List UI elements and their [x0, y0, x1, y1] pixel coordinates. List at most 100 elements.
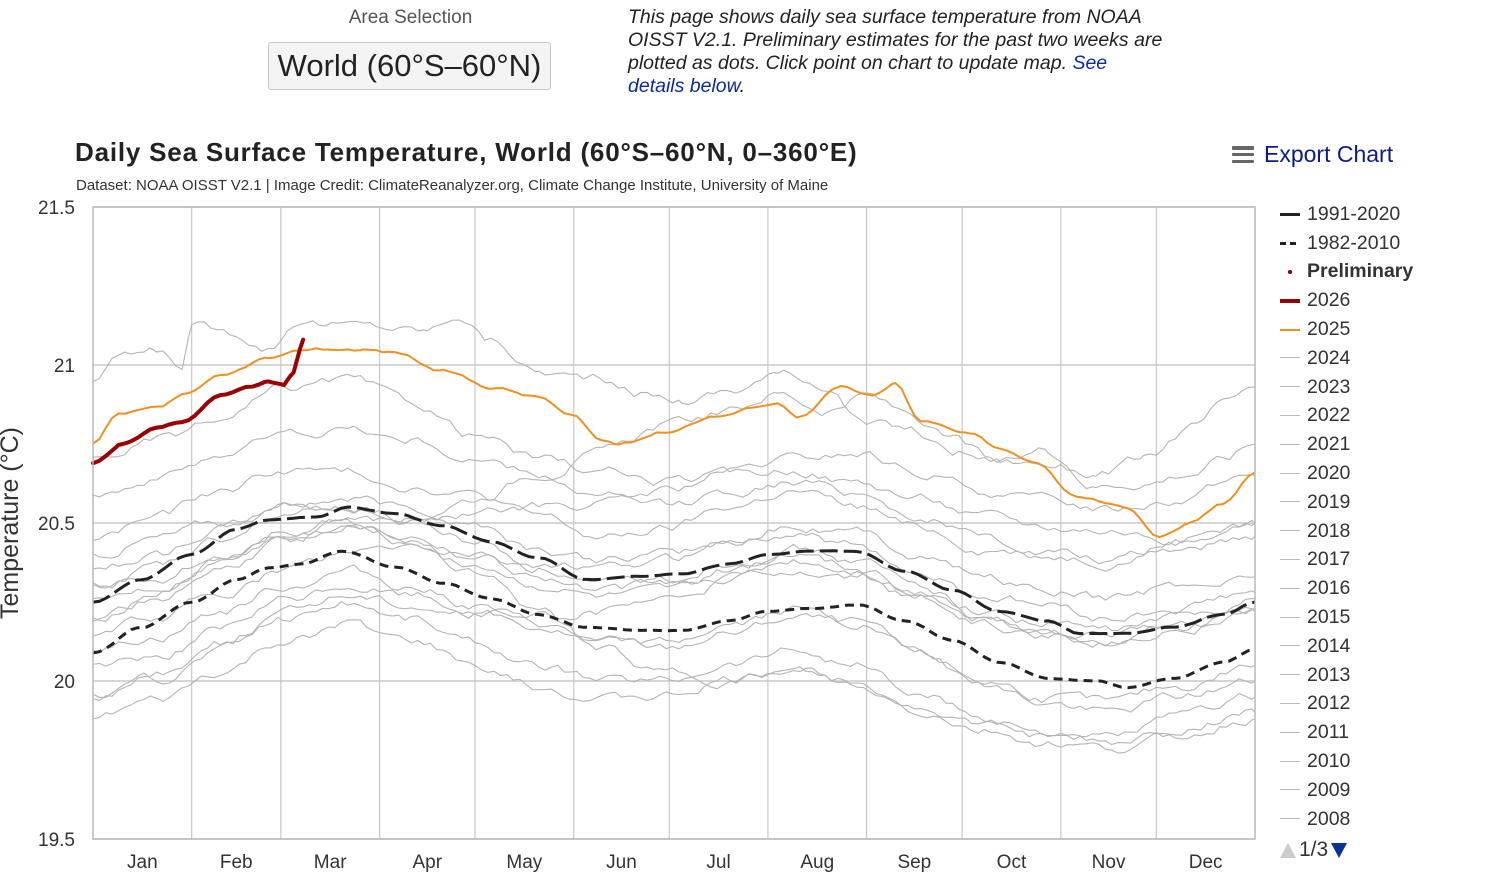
series-line-2008[interactable]	[92, 619, 1256, 746]
legend-label: 2024	[1307, 346, 1351, 369]
legend-item-2011[interactable]: 2011	[1280, 718, 1413, 747]
series-line-1982-2010[interactable]	[92, 549, 1256, 690]
legend-item-preliminary[interactable]: Preliminary	[1280, 258, 1413, 287]
legend-prev-icon[interactable]	[1280, 842, 1296, 858]
legend-label: 2025	[1307, 318, 1351, 341]
export-chart-button[interactable]: Export Chart	[1232, 141, 1393, 168]
legend-item-2016[interactable]: 2016	[1280, 574, 1413, 603]
x-tick-label: Jul	[706, 852, 730, 873]
x-tick-label: Aug	[800, 852, 834, 873]
legend-item-2008[interactable]: 2008	[1280, 805, 1413, 834]
series-line-2015[interactable]	[92, 450, 1256, 589]
legend: 1991-2020 1982-2010 Preliminary 2026 2025 202…	[1280, 200, 1413, 834]
y-axis-label: Temperature (°C)	[0, 427, 24, 619]
legend-label: 2018	[1307, 519, 1351, 542]
y-tick-label: 20.5	[38, 514, 75, 535]
x-tick-label: Oct	[997, 852, 1027, 873]
series-line-2014[interactable]	[92, 526, 1256, 637]
series-line-2024[interactable]	[92, 319, 1256, 479]
series-line-2026[interactable]	[91, 337, 306, 466]
legend-symbol-icon	[1280, 295, 1300, 307]
legend-label: 2011	[1307, 721, 1349, 744]
legend-symbol-icon	[1280, 496, 1300, 508]
x-tick-label: Dec	[1189, 852, 1223, 873]
x-tick-label: Mar	[314, 852, 347, 873]
legend-label: 2026	[1307, 289, 1351, 312]
legend-label: 2017	[1307, 548, 1351, 571]
legend-label: 2016	[1307, 577, 1351, 600]
legend-item-1982-2010[interactable]: 1982-2010	[1280, 229, 1413, 258]
y-tick-label: 19.5	[38, 830, 75, 851]
series-line-2012[interactable]	[92, 588, 1256, 713]
series-line-2021[interactable]	[92, 524, 1256, 647]
legend-symbol-icon	[1280, 381, 1300, 393]
area-selection-dropdown[interactable]: World (60°S–60°N)	[268, 42, 551, 90]
series-line-2025[interactable]	[92, 347, 1256, 539]
x-tick-label: May	[506, 852, 542, 873]
x-tick-label: Jun	[606, 852, 637, 873]
legend-item-2012[interactable]: 2012	[1280, 690, 1413, 719]
legend-item-1991-2020[interactable]: 1991-2020	[1280, 200, 1413, 229]
legend-item-2015[interactable]: 2015	[1280, 603, 1413, 632]
legend-label: 2014	[1307, 634, 1351, 657]
series-line-2013[interactable]	[92, 564, 1256, 704]
y-tick-label: 20	[54, 672, 75, 693]
legend-item-2013[interactable]: 2013	[1280, 661, 1413, 690]
series-line-2017[interactable]	[92, 495, 1256, 622]
legend-symbol-icon	[1280, 468, 1300, 480]
series-line-2011[interactable]	[92, 601, 1256, 741]
series-line-2023[interactable]	[92, 391, 1256, 559]
x-tick-label: Apr	[412, 852, 442, 873]
legend-next-icon[interactable]	[1331, 842, 1348, 858]
see-details-link[interactable]: See details below	[628, 52, 1108, 97]
legend-symbol-icon	[1280, 237, 1300, 249]
x-tick-label: Nov	[1092, 852, 1126, 873]
series-line-2016[interactable]	[92, 373, 1256, 546]
legend-symbol-icon	[1280, 727, 1300, 739]
y-tick-label: 21	[54, 356, 75, 377]
legend-item-2022[interactable]: 2022	[1280, 402, 1413, 431]
legend-pager: 1/3	[1280, 838, 1348, 862]
legend-label: 1982-2010	[1307, 231, 1401, 254]
legend-item-2019[interactable]: 2019	[1280, 488, 1413, 517]
legend-item-2021[interactable]: 2021	[1280, 430, 1413, 459]
legend-item-2018[interactable]: 2018	[1280, 517, 1413, 546]
legend-symbol-icon	[1280, 324, 1300, 336]
export-chart-label: Export Chart	[1264, 141, 1394, 167]
intro-period: .	[739, 75, 746, 97]
x-tick-label: Feb	[220, 852, 253, 873]
legend-label: 2009	[1307, 778, 1351, 801]
legend-label: 2010	[1307, 750, 1351, 773]
series-line-2019[interactable]	[92, 467, 1256, 572]
gray-year-lines	[92, 319, 1256, 754]
series-line-2020[interactable]	[92, 425, 1256, 565]
x-tick-label: Sep	[897, 852, 931, 873]
legend-item-2014[interactable]: 2014	[1280, 632, 1413, 661]
intro-text: This page shows daily sea surface temper…	[628, 6, 1168, 98]
legend-label: 2020	[1307, 462, 1351, 485]
legend-symbol-icon	[1280, 439, 1300, 451]
legend-label: 2022	[1307, 404, 1351, 427]
legend-symbol-icon	[1280, 208, 1300, 220]
legend-item-2010[interactable]: 2010	[1280, 747, 1413, 776]
legend-item-2025[interactable]: 2025	[1280, 315, 1413, 344]
legend-item-2023[interactable]: 2023	[1280, 373, 1413, 402]
legend-item-2026[interactable]: 2026	[1280, 286, 1413, 315]
series-line-1991-2020[interactable]	[92, 505, 1256, 636]
legend-symbol-icon	[1280, 554, 1300, 566]
legend-label: 2012	[1307, 692, 1351, 715]
legend-symbol-icon	[1280, 525, 1300, 537]
legend-label: 2015	[1307, 606, 1351, 629]
hamburger-menu-icon	[1232, 146, 1254, 163]
legend-symbol-icon	[1280, 640, 1300, 652]
legend-page-number: 1/3	[1299, 838, 1329, 861]
legend-item-2024[interactable]: 2024	[1280, 344, 1413, 373]
legend-label: 1991-2020	[1307, 202, 1401, 225]
legend-item-2009[interactable]: 2009	[1280, 776, 1413, 805]
legend-item-2020[interactable]: 2020	[1280, 459, 1413, 488]
legend-item-2017[interactable]: 2017	[1280, 546, 1413, 575]
chart-subtitle: Dataset: NOAA OISST V2.1 | Image Credit:…	[76, 177, 829, 194]
legend-symbol-icon	[1280, 698, 1300, 710]
legend-symbol-icon	[1280, 266, 1300, 278]
